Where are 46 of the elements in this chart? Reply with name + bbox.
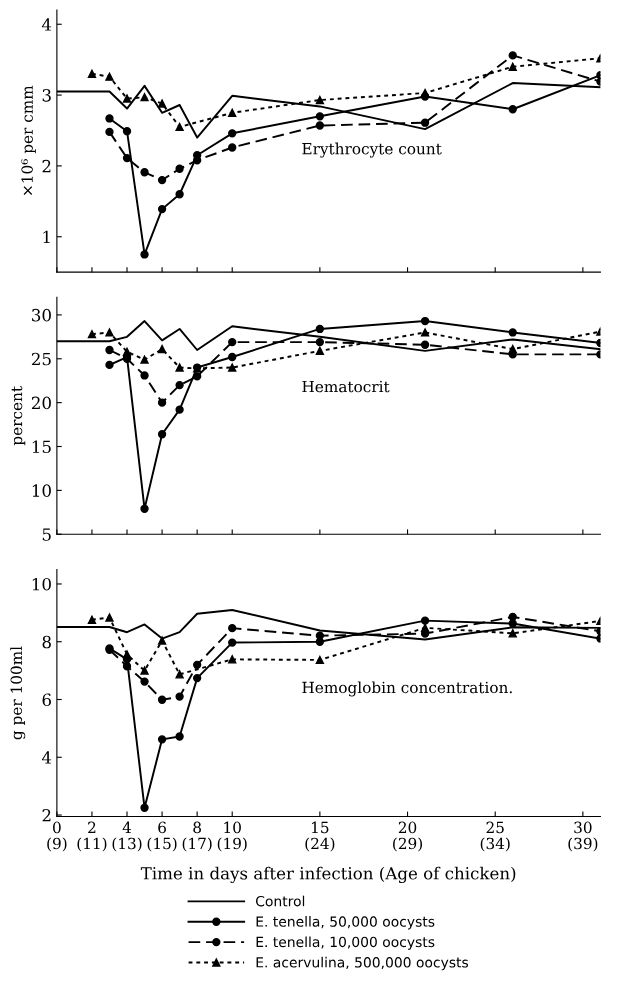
- legend-label: E. tenella, 10,000 oocysts: [256, 936, 435, 950]
- y-tick-label: 6: [42, 693, 51, 707]
- x-tick-label: 15: [312, 821, 329, 834]
- x2-tick-label: (19): [217, 837, 247, 852]
- x2-tick-label: (17): [182, 837, 212, 852]
- x-tick-label: 25: [486, 821, 504, 834]
- x-tick-label: 0: [53, 821, 61, 834]
- x-tick-label: 6: [158, 821, 166, 834]
- y-tick-label: 25: [31, 352, 51, 366]
- x2-tick-label: (11): [77, 837, 107, 852]
- y-tick-label: 8: [42, 635, 51, 649]
- y-tick-label: 10: [32, 484, 51, 497]
- x2-tick-label: (15): [147, 837, 177, 852]
- x2-tick-label: (39): [568, 837, 598, 852]
- y-axis-title: percent: [11, 386, 26, 446]
- y-tick-label: 2: [42, 809, 51, 822]
- annotation: Hematocrit: [302, 380, 390, 393]
- x2-tick-label: (34): [480, 837, 510, 852]
- y-tick-label: 5: [42, 528, 51, 541]
- x2-tick-label: (24): [305, 837, 335, 852]
- x2-tick-label: (9): [47, 837, 67, 852]
- y-axis-title: ×10⁶ per cmm: [21, 85, 36, 195]
- y-tick-label: 10: [32, 577, 51, 591]
- y-tick-label: 4: [41, 751, 52, 764]
- y-tick-label: 15: [32, 440, 51, 454]
- x-axis-title: Time in days after infection (Age of chicken): [140, 866, 516, 884]
- legend-label: E. acervulina, 500,000 oocysts: [256, 956, 469, 971]
- y-tick-label: 1: [43, 230, 50, 244]
- y-tick-label: 4: [41, 18, 52, 31]
- x-tick-label: 2: [88, 821, 96, 833]
- y-tick-label: 2: [42, 159, 51, 173]
- x2-tick-label: (29): [393, 837, 423, 852]
- x-tick-label: 20: [398, 821, 417, 834]
- x2-tick-label: (13): [112, 837, 142, 852]
- y-tick-label: 3: [42, 89, 51, 102]
- legend-label: Control: [256, 895, 305, 907]
- annotation: Erythrocyte count: [302, 142, 442, 158]
- x-tick-label: 30: [574, 821, 592, 834]
- y-tick-label: 30: [32, 308, 51, 322]
- y-tick-label: 20: [31, 396, 51, 410]
- y-axis-title: g per 100ml: [10, 646, 26, 740]
- x-tick-label: 8: [193, 821, 201, 834]
- legend-label: E. tenella, 50,000 oocysts: [256, 916, 435, 930]
- annotation: Hemoglobin concentration.: [302, 681, 512, 697]
- x-tick-label: 4: [122, 821, 132, 833]
- x-tick-label: 10: [224, 821, 241, 834]
